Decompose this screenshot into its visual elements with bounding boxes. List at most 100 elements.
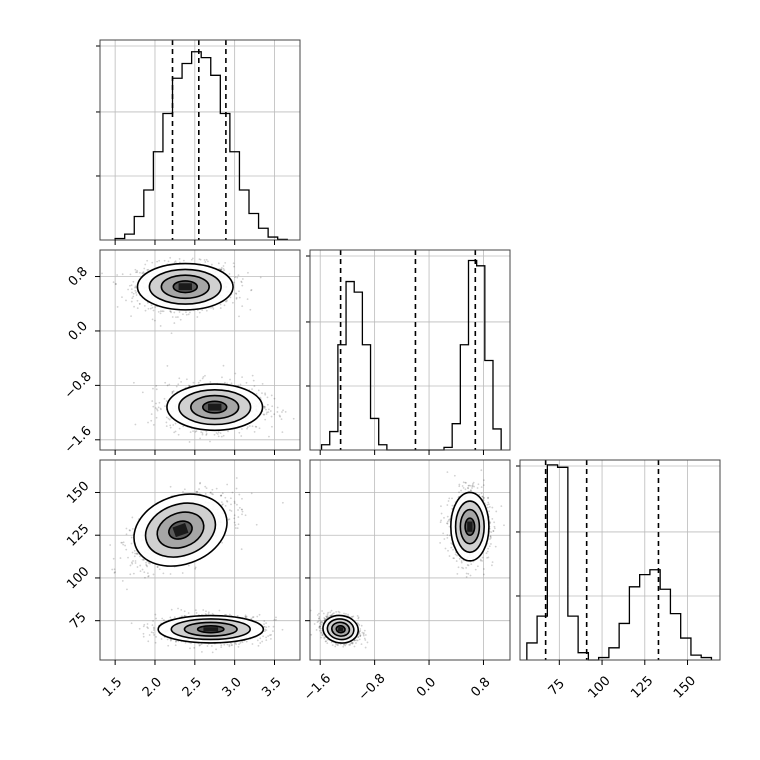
scatter-point	[265, 413, 268, 415]
scatter-point	[146, 259, 149, 262]
scatter-point	[152, 631, 155, 634]
scatter-point	[223, 643, 226, 646]
scatter-point	[232, 262, 235, 265]
scatter-point	[196, 316, 199, 318]
contour-line	[196, 625, 225, 634]
scatter-point	[231, 644, 234, 646]
scatter-point	[169, 639, 172, 642]
scatter-point	[138, 302, 141, 305]
scatter-point	[276, 406, 279, 409]
scatter-point	[147, 268, 150, 271]
scatter-point	[154, 641, 157, 644]
scatter-point	[152, 626, 155, 629]
scatter-point	[222, 267, 225, 270]
scatter-point	[178, 377, 181, 380]
scatter-point	[164, 405, 166, 407]
scatter-point	[234, 642, 237, 644]
scatter-point	[114, 283, 117, 285]
scatter-point	[238, 315, 240, 318]
scatter-point	[143, 571, 146, 574]
scatter-point	[158, 568, 161, 571]
panel-frame	[99, 39, 301, 241]
scatter-point	[263, 625, 266, 628]
scatter-point	[238, 506, 241, 509]
scatter-point	[150, 304, 153, 307]
scatter-point	[152, 423, 155, 426]
scatter-point	[195, 612, 198, 614]
scatter-point	[211, 488, 214, 491]
panel-content	[310, 469, 505, 649]
scatter-point	[173, 311, 176, 314]
scatter-point	[276, 411, 279, 413]
scatter-point	[221, 541, 224, 544]
scatter-point	[265, 636, 268, 639]
scatter-point	[169, 424, 172, 427]
contour-line	[144, 502, 217, 558]
scatter-point	[259, 642, 262, 644]
scatter-point	[204, 613, 207, 615]
scatter-point	[178, 261, 181, 264]
scatter-point	[227, 430, 229, 433]
scatter-point	[162, 310, 165, 313]
scatter-point	[136, 299, 139, 302]
scatter-point	[165, 421, 168, 424]
scatter-point	[230, 382, 233, 385]
scatter-point	[197, 381, 200, 384]
scatter-point	[128, 284, 131, 287]
scatter-point	[238, 290, 240, 293]
scatter-point	[152, 309, 155, 312]
scatter-point	[220, 268, 223, 271]
scatter-point	[126, 588, 128, 591]
scatter-point	[221, 492, 224, 495]
scatter-point	[266, 396, 269, 399]
scatter-point	[152, 620, 154, 622]
scatter-point	[284, 410, 287, 413]
scatter-point	[198, 644, 201, 647]
scatter-point	[136, 553, 139, 555]
scatter-point	[132, 560, 134, 562]
scatter-point	[169, 426, 172, 429]
scatter-point	[209, 440, 211, 443]
scatter-point	[250, 617, 253, 620]
scatter-point	[235, 293, 238, 295]
scatter-point	[241, 284, 244, 287]
scatter-point	[168, 383, 171, 386]
scatter-point	[279, 415, 282, 418]
scatter-point	[240, 508, 243, 511]
scatter-point	[177, 433, 180, 436]
scatter-point	[192, 430, 194, 433]
scatter-point	[256, 615, 259, 618]
scatter-point	[211, 306, 214, 309]
scatter-point	[237, 516, 240, 518]
panel-frame	[99, 249, 301, 451]
scatter-point	[200, 431, 203, 434]
scatter-point	[136, 269, 138, 272]
scatter-point	[201, 651, 203, 653]
scatter-point	[222, 503, 224, 506]
scatter-point	[109, 544, 112, 546]
scatter-point	[245, 640, 248, 643]
scatter-point	[251, 425, 254, 428]
scatter-point	[115, 283, 117, 285]
scatter-point	[174, 422, 177, 425]
scatter-point	[251, 616, 254, 619]
scatter-point	[130, 284, 133, 287]
scatter-point	[178, 427, 181, 430]
panel-content	[109, 477, 284, 654]
scatter-point	[113, 568, 116, 571]
scatter-point	[280, 418, 283, 421]
scatter-point	[119, 557, 122, 559]
scatter-point	[172, 424, 175, 426]
joint-panel-1-2	[309, 459, 511, 661]
scatter-point	[241, 376, 243, 379]
scatter-point	[130, 536, 133, 539]
scatter-point	[203, 259, 206, 261]
scatter-point	[217, 262, 220, 265]
scatter-point	[116, 306, 119, 308]
scatter-point	[238, 493, 241, 496]
scatter-point	[159, 325, 162, 327]
scatter-point	[259, 276, 262, 279]
scatter-point	[210, 645, 213, 647]
scatter-point	[207, 611, 210, 614]
scatter-point	[134, 268, 137, 271]
